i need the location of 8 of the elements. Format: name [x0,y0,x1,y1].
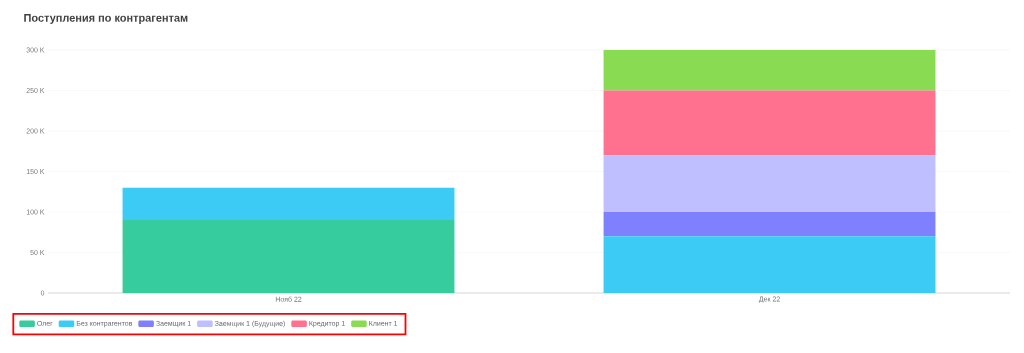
bar [122,187,455,221]
bar [603,236,936,293]
bar [603,50,936,91]
bar [603,212,936,237]
bar [122,220,455,293]
bar [603,155,936,212]
chart-title: Поступления по контрагентам [24,14,188,24]
bar [603,90,936,156]
